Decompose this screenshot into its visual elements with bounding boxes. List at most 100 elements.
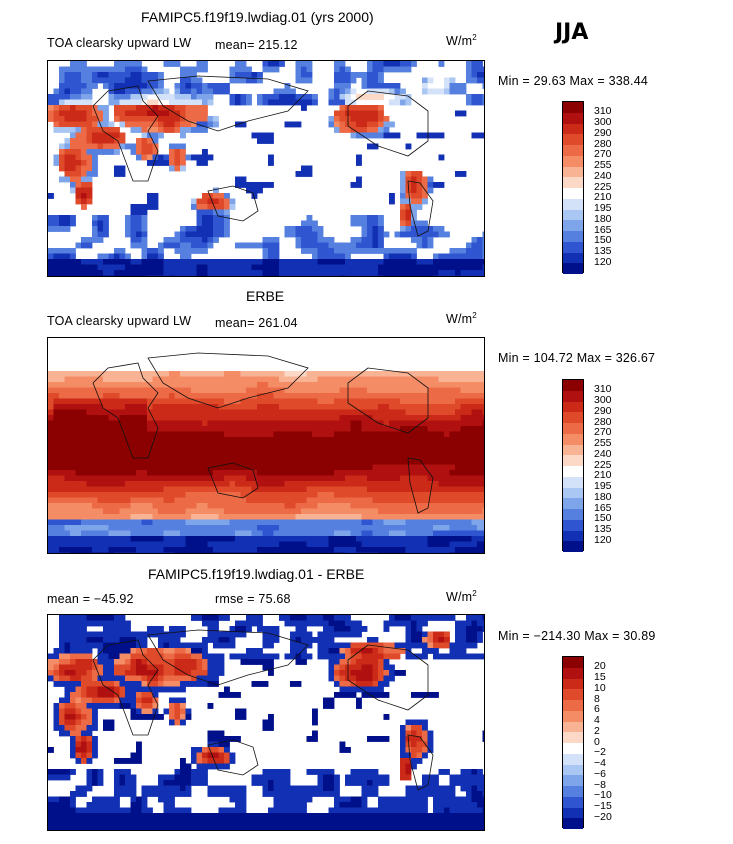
panel-model-map [47, 60, 485, 277]
coastline [147, 75, 309, 132]
colorbar-swatch [563, 487, 583, 499]
colorbar-tick-label: 180 [594, 490, 612, 503]
colorbar-tick-label: 4 [594, 714, 600, 726]
colorbar-swatch [563, 444, 583, 456]
coastline [147, 629, 309, 686]
colorbar-tick-label: 0 [594, 735, 600, 748]
colorbar-tick-label: 240 [594, 447, 612, 460]
colorbar-tick-label: 135 [594, 245, 612, 257]
coastline [92, 639, 159, 736]
season-label: JJA [555, 20, 589, 45]
colorbar-tick-label: −6 [594, 767, 606, 780]
panel-obs-mean: mean= 261.04 [215, 316, 298, 330]
colorbar-swatch [563, 123, 583, 135]
colorbar-swatch [563, 476, 583, 488]
panel-model-colorbar [562, 101, 584, 274]
panel-model-title: FAMIPC5.f19f19.lwdiag.01 (yrs 2000) [141, 9, 374, 25]
colorbar-tick-label: 290 [594, 404, 612, 417]
colorbar-tick-label: −4 [594, 757, 606, 769]
colorbar-swatch [563, 112, 583, 124]
colorbar-tick-label: 270 [594, 148, 612, 161]
colorbar-swatch [563, 796, 583, 808]
colorbar-tick-label: 150 [594, 512, 612, 525]
panel-diff-title: FAMIPC5.f19f19.lwdiag.01 - ERBE [148, 566, 365, 582]
colorbar-tick-label: 135 [594, 523, 612, 535]
colorbar-tick-label: 255 [594, 437, 612, 449]
panel-obs-variable: TOA clearsky upward LW [47, 314, 192, 328]
colorbar-swatch [563, 786, 583, 797]
colorbar-swatch [563, 252, 583, 264]
panel-obs-minmax: Min = 104.72 Max = 326.67 [498, 351, 656, 365]
panel-diff-colorbar [562, 656, 584, 829]
coastline [207, 739, 259, 776]
colorbar-tick-label: −2 [594, 746, 606, 759]
colorbar-swatch [563, 764, 583, 776]
coastline [347, 90, 429, 157]
colorbar-swatch [563, 743, 583, 754]
colorbar-tick-label: 210 [594, 469, 612, 482]
panel-diff-units: W/m2 [446, 589, 477, 605]
panel-diff-map [47, 614, 485, 831]
colorbar-swatch [563, 807, 583, 819]
colorbar-swatch [563, 263, 583, 274]
colorbar-swatch [563, 710, 583, 722]
colorbar-swatch [563, 177, 583, 188]
panel-obs-units: W/m2 [446, 311, 477, 327]
colorbar-swatch [563, 241, 583, 253]
colorbar-tick-label: 150 [594, 234, 612, 247]
coastline [207, 462, 259, 499]
colorbar-swatch [563, 423, 583, 434]
colorbar-tick-label: 180 [594, 212, 612, 225]
panel-obs-map [47, 337, 485, 554]
colorbar-tick-label: 165 [594, 501, 612, 514]
colorbar-tick-label: −10 [594, 789, 612, 802]
coastline [207, 185, 259, 222]
colorbar-swatch [563, 390, 583, 402]
panel-model-units: W/m2 [446, 33, 477, 49]
colorbar-tick-label: 270 [594, 426, 612, 439]
colorbar-tick-label: 300 [594, 116, 612, 128]
coastline [92, 362, 159, 459]
colorbar-swatch [563, 380, 583, 391]
panel-diff-minmax: Min = −214.30 Max = 30.89 [498, 629, 656, 643]
map-field [48, 615, 484, 830]
colorbar-tick-label: 225 [594, 458, 612, 471]
colorbar-tick-label: 2 [594, 724, 600, 737]
colorbar-swatch [563, 678, 583, 690]
colorbar-swatch [563, 818, 583, 829]
colorbar-tick-label: 120 [594, 533, 612, 546]
coastline [147, 352, 309, 409]
colorbar-swatch [563, 700, 583, 711]
colorbar-tick-label: 6 [594, 703, 600, 716]
coastline [407, 180, 434, 237]
colorbar-swatch [563, 412, 583, 423]
colorbar-tick-label: 210 [594, 191, 612, 204]
colorbar-swatch [563, 732, 583, 743]
colorbar-swatch [563, 721, 583, 733]
colorbar-swatch [563, 166, 583, 178]
coastline [407, 734, 434, 791]
colorbar-tick-label: 165 [594, 223, 612, 236]
colorbar-swatch [563, 541, 583, 552]
colorbar-swatch [563, 657, 583, 668]
colorbar-tick-label: 8 [594, 692, 600, 705]
colorbar-swatch [563, 231, 583, 242]
colorbar-swatch [563, 509, 583, 520]
colorbar-swatch [563, 455, 583, 466]
panel-obs-title: ERBE [246, 288, 285, 304]
colorbar-swatch [563, 102, 583, 113]
colorbar-swatch [563, 198, 583, 210]
colorbar-tick-label: 310 [594, 383, 612, 396]
colorbar-swatch [563, 753, 583, 765]
colorbar-tick-label: −20 [594, 810, 612, 823]
colorbar-swatch [563, 498, 583, 509]
colorbar-tick-label: 15 [594, 671, 606, 683]
colorbar-tick-label: 310 [594, 105, 612, 118]
colorbar-swatch [563, 134, 583, 145]
colorbar-swatch [563, 155, 583, 167]
colorbar-tick-label: 300 [594, 394, 612, 406]
colorbar-swatch [563, 530, 583, 542]
colorbar-tick-label: 255 [594, 159, 612, 171]
coastline [347, 644, 429, 711]
colorbar-swatch [563, 667, 583, 679]
